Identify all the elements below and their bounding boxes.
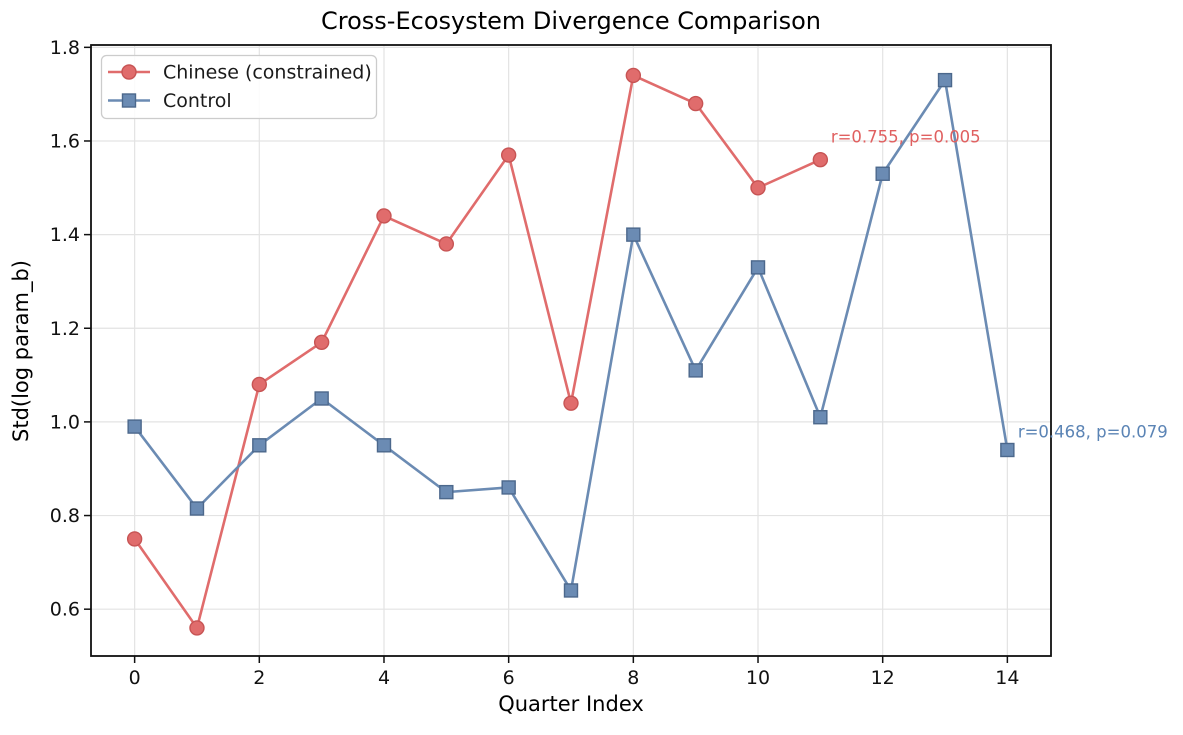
x-tick-label: 14 bbox=[995, 667, 1019, 689]
y-tick-label: 0.6 bbox=[50, 599, 80, 621]
data-point-marker bbox=[625, 67, 642, 84]
legend-label-control: Control bbox=[163, 90, 232, 112]
legend: Chinese (constrained) Control bbox=[100, 54, 378, 120]
legend-marker-circle bbox=[121, 64, 137, 80]
data-point-marker bbox=[937, 72, 953, 88]
series-control bbox=[127, 72, 1015, 598]
data-point-marker bbox=[1000, 442, 1015, 458]
y-tick-label: 0.8 bbox=[50, 505, 80, 527]
data-point-marker bbox=[313, 334, 330, 351]
legend-marker-square bbox=[121, 93, 137, 108]
x-axis-label: Quarter Index bbox=[498, 692, 644, 716]
data-point-marker bbox=[875, 166, 890, 181]
data-point-marker bbox=[439, 484, 454, 500]
x-tick-label: 8 bbox=[627, 667, 639, 689]
data-point-marker bbox=[750, 180, 766, 196]
data-point-marker bbox=[501, 480, 516, 495]
data-point-marker bbox=[626, 227, 641, 242]
series-layer bbox=[126, 67, 1015, 636]
data-point-marker bbox=[813, 410, 828, 425]
y-tick-label: 1.2 bbox=[50, 318, 80, 340]
data-point-marker bbox=[500, 147, 517, 163]
data-point-marker bbox=[314, 391, 329, 406]
x-tick-label: 12 bbox=[871, 667, 895, 689]
axes-frame bbox=[90, 44, 1052, 657]
data-point-marker bbox=[189, 501, 205, 516]
series-chinese bbox=[126, 67, 829, 636]
x-tick-label: 4 bbox=[378, 667, 390, 689]
series-line bbox=[133, 74, 822, 630]
annotation-text: r=0.755, p=0.005 bbox=[831, 127, 981, 146]
data-point-marker bbox=[438, 236, 455, 252]
x-tick-label: 2 bbox=[253, 667, 265, 689]
y-axis-label: Std(log param_b) bbox=[9, 260, 34, 442]
y-tick-label: 1.0 bbox=[50, 411, 80, 433]
data-point-marker bbox=[189, 620, 205, 636]
chart-title: Cross-Ecosystem Divergence Comparison bbox=[321, 7, 821, 35]
x-tick-label: 6 bbox=[503, 667, 515, 689]
annotation-text: r=0.468, p=0.079 bbox=[1018, 422, 1168, 441]
data-point-marker bbox=[687, 95, 704, 112]
data-point-marker bbox=[563, 583, 579, 598]
data-point-marker bbox=[127, 419, 142, 434]
y-tick-label: 1.8 bbox=[50, 37, 80, 59]
ticks-layer: 0 2 4 6 8 10 12 14 0.6 0.8 1.0 1.2 1.4 1.6 1.8 bbox=[50, 37, 1020, 689]
y-tick-label: 1.4 bbox=[50, 224, 80, 246]
legend-item-control: Control bbox=[108, 90, 232, 112]
data-point-marker bbox=[251, 376, 268, 393]
data-point-marker bbox=[252, 438, 267, 453]
data-point-marker bbox=[563, 395, 579, 411]
y-tick-label: 1.6 bbox=[50, 130, 80, 152]
legend-label-chinese: Chinese (constrained) bbox=[163, 62, 372, 84]
series-line bbox=[133, 78, 1009, 592]
data-point-marker bbox=[750, 260, 766, 275]
data-point-marker bbox=[812, 152, 829, 168]
data-point-marker bbox=[688, 363, 703, 378]
x-tick-label: 0 bbox=[129, 667, 141, 689]
data-point-marker bbox=[376, 438, 392, 453]
annotations-layer: r=0.755, p=0.005 r=0.468, p=0.079 bbox=[831, 127, 1168, 441]
data-point-marker bbox=[126, 531, 143, 547]
data-point-marker bbox=[376, 208, 392, 224]
legend-box bbox=[100, 54, 378, 120]
x-tick-label: 10 bbox=[746, 667, 770, 689]
legend-item-chinese: Chinese (constrained) bbox=[108, 62, 372, 84]
